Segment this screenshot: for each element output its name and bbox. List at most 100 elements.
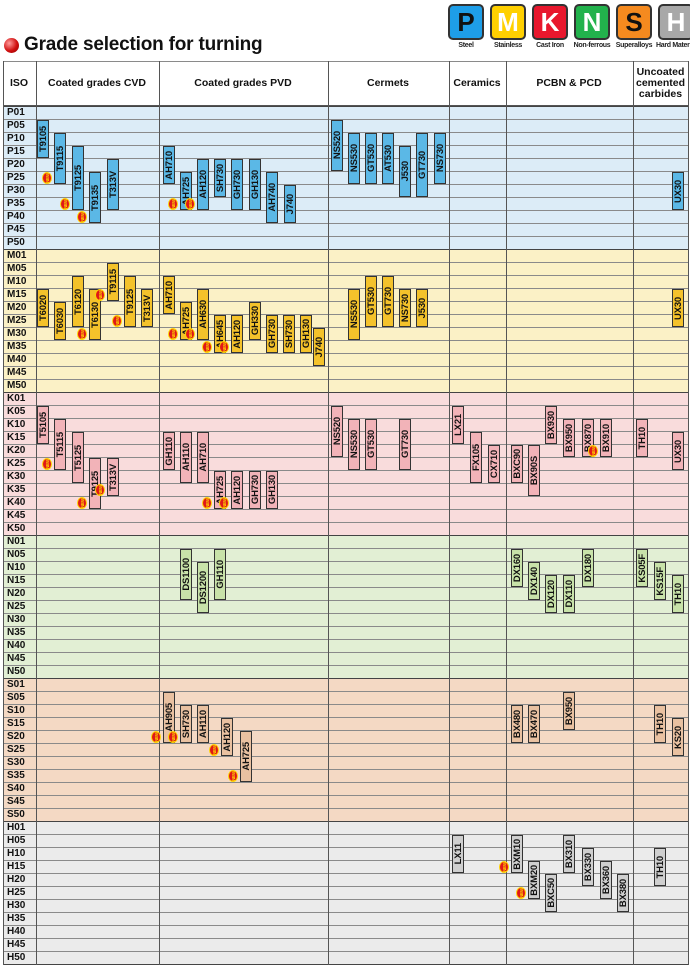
column-divider [688,61,689,965]
iso-code: S05 [7,692,25,703]
iso-code: H35 [7,913,26,924]
grade-label: NS530 [348,430,360,459]
grade-chip: TH10 [654,705,666,743]
legend-letter: S [616,4,652,40]
grade-label: UX30 [672,439,684,463]
grade-label: GH110 [214,560,226,589]
grade-label: SH730 [283,319,295,349]
new-badge-text: NEW [204,342,210,352]
grade-label: AH710 [197,443,209,472]
col-header-iso: ISO [9,77,29,89]
grade-chip: BX950 [563,692,575,730]
row-line [3,145,688,146]
new-badge: NEW [185,328,195,340]
grade-chip: AH110 [197,705,209,743]
grade-chip: NS530 [348,133,360,184]
col-header-ceramics: Ceramics [453,77,501,89]
row-line [3,691,688,692]
grade-chip: BX950 [563,419,575,457]
grade-chip: GT530 [365,419,377,470]
row-line [3,561,688,562]
row-line [3,366,688,367]
grade-chip: T6130 [89,289,101,340]
grade-label: T9125 [124,288,136,315]
grade-chip: KS05F [636,549,648,587]
grade-label: DX120 [545,579,557,609]
grade-chip: GH110 [214,549,226,600]
iso-code: N01 [7,536,26,547]
new-badge: NEW [168,731,178,743]
grade-chip: T5105 [37,406,49,444]
grade-label: T313V [107,171,119,198]
iso-code: P25 [7,172,25,183]
group-band-k [3,392,688,535]
grade-chip: T9115 [107,263,119,301]
iso-code: P50 [7,237,25,248]
grade-label: SH730 [214,163,226,193]
row-line [3,717,688,718]
grade-label: DX110 [563,580,575,608]
row-line [3,340,688,341]
iso-code: M01 [7,250,27,261]
grade-chip: AH905 [163,692,175,743]
row-line [3,639,688,640]
grade-label: T6130 [89,301,101,328]
iso-code: S20 [7,731,25,742]
row-line [3,899,688,900]
new-badge-text: NEW [590,446,596,456]
new-badge-text: NEW [44,459,50,469]
new-badge: NEW [499,861,509,873]
grade-chip: BX380 [617,874,629,912]
col-header-uncoated: Uncoated cemented carbides [635,66,686,100]
row-line [3,275,688,276]
legend-item-h: H Hard Materials [656,4,690,49]
grade-label: NS530 [348,300,360,329]
grade-chip: UX30 [672,172,684,210]
row-line [3,873,688,874]
grade-chip: AH120 [231,471,243,509]
grade-chip: GH730 [249,471,261,509]
grade-label: SH730 [180,709,192,739]
new-badge-text: NEW [230,771,236,781]
grade-chip: SH730 [214,159,226,197]
new-badge-text: NEW [44,173,50,183]
grade-label: T9115 [54,145,66,172]
iso-code: N20 [7,588,26,599]
grade-chip: BXM10 [511,835,523,873]
grade-chip: AH120 [197,159,209,210]
iso-code: N10 [7,562,26,573]
new-badge-text: NEW [221,342,227,352]
new-badge: NEW [228,770,238,782]
grade-label: T6030 [54,308,66,334]
new-badge-text: NEW [221,498,227,508]
iso-code: N45 [7,653,26,664]
grade-chip: AH110 [180,432,192,483]
grade-chip: DX180 [582,549,594,587]
grade-chip: T313V [141,289,153,327]
grade-chip: GT730 [399,419,411,470]
new-badge-text: NEW [97,485,103,495]
grade-chip: GH730 [231,159,243,210]
iso-code: N30 [7,614,26,625]
iso-code: M45 [7,367,27,378]
legend-label: Non-ferrous [573,42,611,49]
row-line [3,431,688,432]
iso-code: N15 [7,575,26,586]
iso-code: P05 [7,120,25,131]
grade-chip: NS730 [399,289,411,327]
grade-label: T9125 [72,165,84,191]
grade-chip: CX710 [488,445,500,483]
group-band-m [3,249,688,392]
legend-letter: M [490,4,526,40]
new-badge: NEW [202,497,212,509]
grade-label: UX30 [672,179,684,203]
new-badge: NEW [185,198,195,210]
row-line [3,418,688,419]
new-badge: NEW [219,341,229,353]
new-badge-text: NEW [518,888,524,898]
row-line [3,626,688,627]
new-badge: NEW [209,744,219,756]
col-header-cvd: Coated grades CVD [47,77,147,89]
row-line [3,314,688,315]
row-line [3,795,688,796]
